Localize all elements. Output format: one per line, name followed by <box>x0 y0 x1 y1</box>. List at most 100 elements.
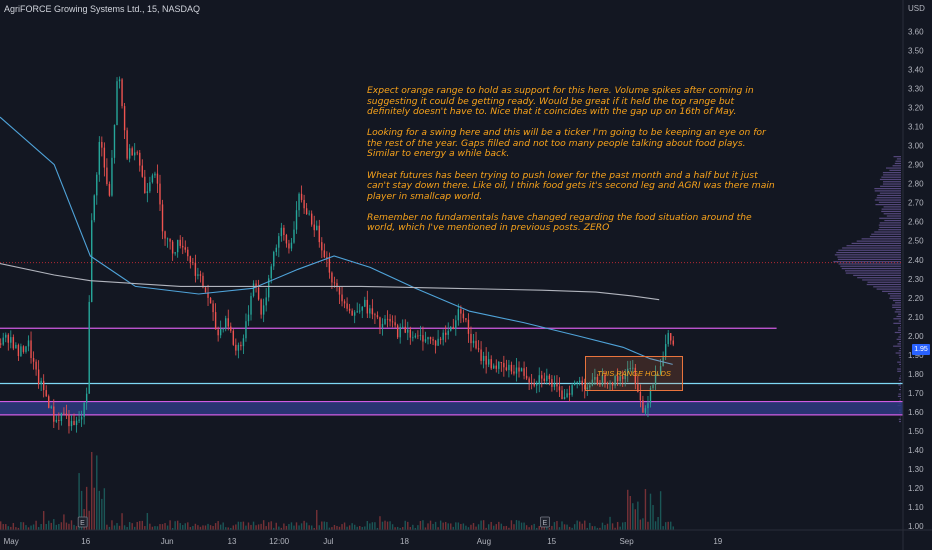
volume-bar <box>394 527 396 530</box>
volume-profile-bar <box>876 197 901 199</box>
candle-body <box>93 195 95 221</box>
volume-bar <box>298 525 300 530</box>
candle-body <box>136 152 138 154</box>
candle-body <box>240 344 242 347</box>
volume-bar <box>164 523 166 530</box>
volume-bar <box>280 527 283 530</box>
earnings-marker-label: E <box>80 520 85 527</box>
candle-body <box>171 241 174 254</box>
volume-bar <box>591 526 594 530</box>
y-tick-label: 3.00 <box>908 142 924 151</box>
candle-body <box>161 204 164 232</box>
candle-body <box>68 414 70 427</box>
volume-bar <box>113 525 116 530</box>
volume-bar <box>442 522 444 530</box>
volume-bar <box>629 496 631 530</box>
volume-bar <box>341 524 343 530</box>
candle-body <box>285 234 288 244</box>
candle-body <box>624 374 626 380</box>
volume-bar <box>273 527 275 530</box>
volume-bar <box>437 527 439 530</box>
volume-profile-bar <box>897 343 901 345</box>
candle-body <box>78 419 80 421</box>
candle-body <box>611 382 614 386</box>
volume-bar <box>336 525 338 530</box>
x-tick-label: May <box>4 537 19 546</box>
volume-bar <box>151 526 154 530</box>
volume-bar <box>472 523 475 530</box>
volume-bar <box>323 521 326 530</box>
volume-bar <box>321 521 323 530</box>
volume-bar <box>222 522 224 530</box>
candle-body <box>80 416 83 420</box>
candle-body <box>348 308 351 311</box>
volume-bar <box>290 522 293 530</box>
candle-body <box>58 420 60 421</box>
volume-profile-bar <box>883 206 901 208</box>
support-range-box[interactable]: THIS RANGE HOLDS <box>585 356 683 391</box>
volume-bar <box>118 525 121 530</box>
volume-bar <box>386 521 389 530</box>
volume-bar <box>452 526 454 530</box>
candle-body <box>528 378 530 383</box>
volume-bar <box>417 525 419 530</box>
volume-profile-bar <box>871 233 901 235</box>
volume-bar <box>639 519 642 530</box>
candle-body <box>27 340 30 347</box>
candle-body <box>2 337 4 345</box>
volume-bar <box>212 525 214 530</box>
volume-profile-bar <box>899 420 901 423</box>
volume-bar <box>80 490 83 530</box>
volume-bar <box>17 527 20 530</box>
volume-profile-bar <box>898 336 901 338</box>
candle-body <box>222 328 224 330</box>
candle-body <box>444 332 447 335</box>
volume-bar <box>654 521 657 530</box>
volume-bar <box>50 522 52 530</box>
candle-body <box>576 382 578 383</box>
volume-bar <box>156 526 159 530</box>
volume-bar <box>351 523 353 530</box>
candle-body <box>356 311 358 313</box>
candle-body <box>310 213 313 225</box>
volume-bar <box>182 525 184 530</box>
volume-bar <box>371 522 374 530</box>
candle-body <box>644 408 647 413</box>
volume-bar <box>513 524 515 530</box>
last-price-tag: 1.95 <box>912 344 930 355</box>
candle-body <box>326 257 328 259</box>
volume-bar <box>409 527 412 530</box>
volume-bar <box>364 526 366 530</box>
candle-body <box>96 174 98 196</box>
volume-bar <box>217 521 219 530</box>
candle-body <box>151 175 154 183</box>
candle-body <box>85 393 88 403</box>
candle-body <box>470 333 472 344</box>
candle-body <box>121 79 123 107</box>
candle-body <box>70 421 73 427</box>
candle-body <box>343 301 346 304</box>
volume-profile-bar <box>898 384 901 386</box>
candle-body <box>242 338 245 347</box>
volume-bar <box>171 527 174 530</box>
candle-body <box>5 334 7 338</box>
volume-bar <box>146 513 149 530</box>
candle-body <box>632 367 634 369</box>
volume-bar <box>384 520 386 530</box>
volume-bar <box>515 520 518 530</box>
volume-bar <box>632 503 634 530</box>
candle-body <box>589 385 591 388</box>
volume-bar <box>490 521 492 530</box>
volume-bar <box>270 521 272 530</box>
candle-body <box>414 335 417 338</box>
volume-bar <box>139 521 141 530</box>
candle-body <box>318 225 320 243</box>
candle-body <box>194 262 197 276</box>
volume-bar <box>510 520 513 530</box>
candle-body <box>543 378 546 381</box>
y-tick-label: 2.00 <box>908 332 924 341</box>
candle-body <box>65 413 68 415</box>
volume-profile-bar <box>882 172 901 174</box>
candle-body <box>7 334 9 343</box>
